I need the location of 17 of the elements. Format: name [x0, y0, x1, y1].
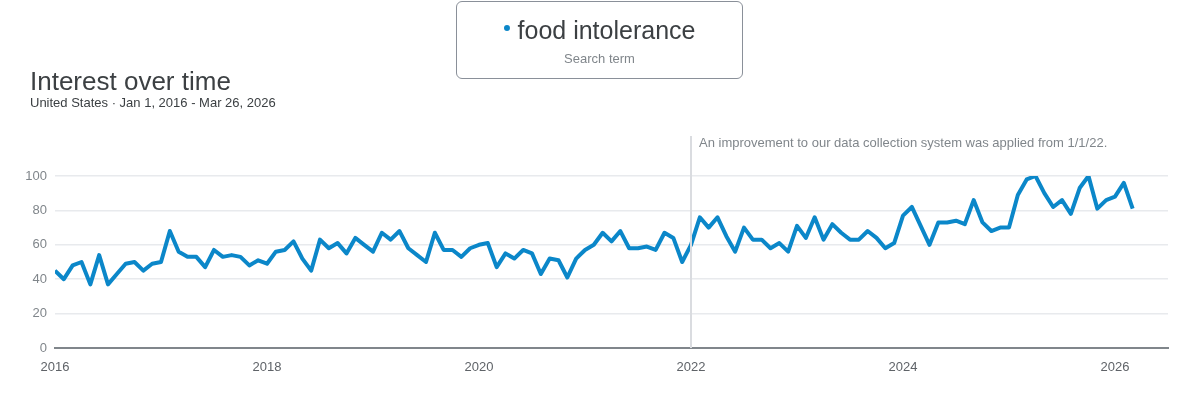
x-tick-label: 2024 [888, 359, 918, 375]
y-tick-label: 40 [32, 270, 47, 286]
chart-title: Interest over time [30, 66, 231, 97]
x-tick-label: 2020 [464, 359, 494, 375]
x-tick-label: 2026 [1100, 359, 1130, 375]
y-tick-label: 0 [39, 339, 47, 355]
y-tick-label: 60 [32, 236, 47, 252]
x-tick-label: 2016 [40, 359, 70, 375]
legend-label: food intolerance [517, 16, 696, 44]
legend-title: Search term [563, 51, 636, 66]
chart-subtitle: United States · Jan 1, 2016 - Mar 26, 2026 [30, 95, 276, 110]
y-tick-label: 80 [32, 201, 47, 217]
y-tick-label: 20 [32, 305, 47, 321]
y-tick-label: 100 [25, 167, 47, 183]
ref-line-label: An improvement to our data collection system was applied from 1/1/22. [699, 134, 1108, 150]
x-tick-label: 2022 [676, 359, 706, 375]
x-tick-label: 2018 [252, 359, 282, 375]
